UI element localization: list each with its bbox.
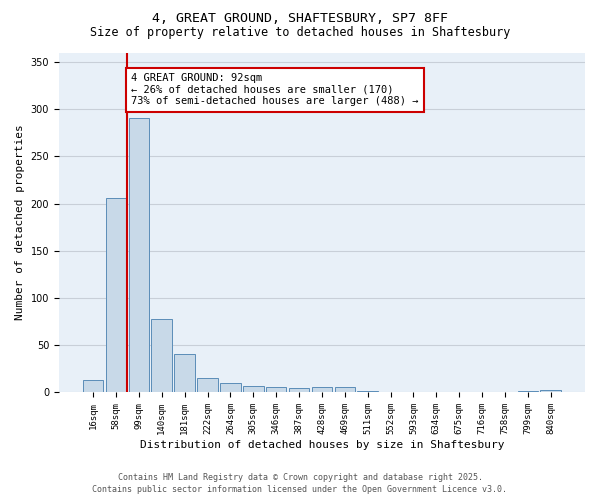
Bar xyxy=(243,386,263,392)
Text: 4, GREAT GROUND, SHAFTESBURY, SP7 8FF: 4, GREAT GROUND, SHAFTESBURY, SP7 8FF xyxy=(152,12,448,26)
Y-axis label: Number of detached properties: Number of detached properties xyxy=(15,124,25,320)
Bar xyxy=(289,388,310,392)
Text: 4 GREAT GROUND: 92sqm
← 26% of detached houses are smaller (170)
73% of semi-det: 4 GREAT GROUND: 92sqm ← 26% of detached … xyxy=(131,74,418,106)
Bar xyxy=(335,387,355,392)
Bar xyxy=(518,390,538,392)
Bar xyxy=(220,383,241,392)
Bar xyxy=(175,354,195,393)
Bar xyxy=(266,387,286,392)
Bar xyxy=(541,390,561,392)
Bar xyxy=(358,390,378,392)
Bar xyxy=(197,378,218,392)
Text: Size of property relative to detached houses in Shaftesbury: Size of property relative to detached ho… xyxy=(90,26,510,39)
X-axis label: Distribution of detached houses by size in Shaftesbury: Distribution of detached houses by size … xyxy=(140,440,504,450)
Bar xyxy=(83,380,103,392)
Bar xyxy=(151,319,172,392)
Bar xyxy=(106,198,126,392)
Text: Contains HM Land Registry data © Crown copyright and database right 2025.
Contai: Contains HM Land Registry data © Crown c… xyxy=(92,473,508,494)
Bar xyxy=(311,387,332,392)
Bar xyxy=(128,118,149,392)
